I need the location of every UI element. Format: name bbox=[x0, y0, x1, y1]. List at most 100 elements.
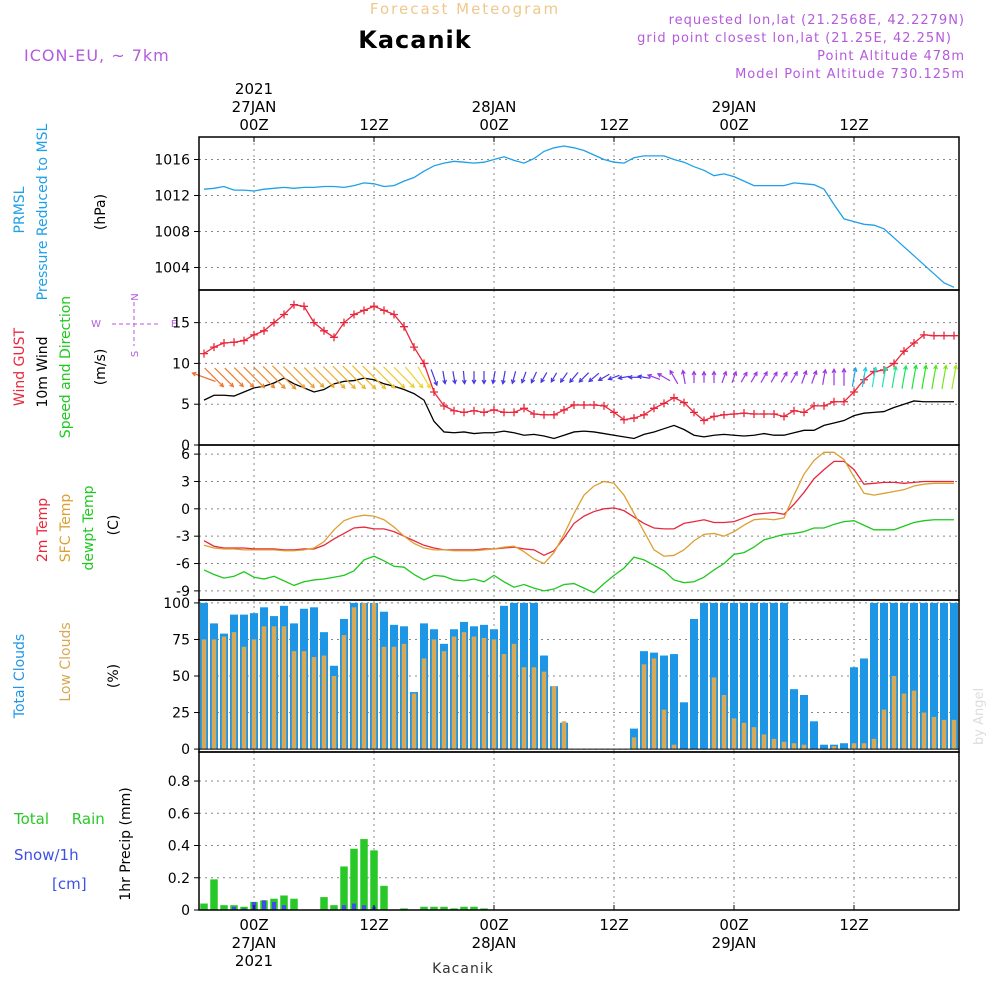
wind-arrow-head bbox=[953, 364, 958, 370]
wind-arrow-shaft bbox=[322, 366, 346, 389]
wind-direction-arrow bbox=[332, 365, 356, 390]
wind-arrow-head bbox=[852, 366, 858, 373]
wind-arrow-shaft bbox=[393, 366, 415, 388]
gust-marker bbox=[560, 405, 568, 414]
wind-direction-arrow bbox=[578, 372, 590, 383]
wind-arrow-shaft bbox=[598, 373, 610, 381]
low-clouds-bar bbox=[781, 741, 787, 750]
wind-direction-arrow bbox=[669, 369, 679, 385]
gust-marker bbox=[320, 326, 328, 335]
gust-marker bbox=[700, 416, 708, 425]
rain-bar bbox=[280, 895, 288, 910]
gust-marker bbox=[570, 401, 578, 410]
precipitation-panel: 0 0.2 0.4 0.6 0.8 bbox=[168, 751, 960, 919]
pressure-ylabel: (hPa) bbox=[93, 194, 109, 230]
wind-arrow-head bbox=[841, 367, 847, 373]
wind-arrow-head bbox=[418, 383, 424, 389]
precip-side-label-cm: [cm] bbox=[52, 875, 87, 893]
total-clouds-bar bbox=[810, 721, 818, 750]
total-clouds-bar bbox=[850, 667, 858, 750]
wind-direction-arrow bbox=[646, 373, 661, 381]
total-clouds-bar bbox=[880, 602, 888, 750]
precipitation-ytick-label: 0 bbox=[181, 903, 190, 919]
wind-direction-arrow bbox=[372, 366, 396, 389]
wind-direction-arrow bbox=[293, 366, 316, 389]
wind-ylabel: (m/s) bbox=[93, 349, 109, 386]
wind-arrow-shaft bbox=[560, 372, 568, 383]
temp-side-label-sfc: SFC Temp bbox=[58, 494, 74, 563]
wind-direction-arrow bbox=[530, 371, 538, 384]
gust-marker bbox=[200, 349, 208, 358]
wind-arrow-head bbox=[491, 379, 496, 385]
wind-arrow-shaft bbox=[417, 366, 431, 389]
wind-arrow-shaft bbox=[721, 371, 727, 384]
wind-arrow-head bbox=[933, 364, 938, 370]
wind-10m-wind-line bbox=[203, 377, 954, 440]
wind-arrow-shaft bbox=[790, 371, 798, 384]
wind-direction-arrow bbox=[740, 371, 748, 383]
wind-arrow-shaft bbox=[811, 370, 817, 384]
precipitation-ytick-label: 0.2 bbox=[168, 871, 190, 887]
wind-direction-arrow bbox=[481, 371, 487, 385]
wind-direction-arrow bbox=[253, 366, 276, 389]
low-clouds-bar bbox=[211, 639, 217, 750]
wind-direction-arrow bbox=[901, 364, 908, 389]
time-label-bottom: 29JAN bbox=[712, 934, 757, 952]
low-clouds-bar bbox=[471, 636, 477, 750]
model-label: ICON-EU, ~ 7km bbox=[24, 46, 170, 65]
wind-direction-arrow bbox=[931, 364, 938, 390]
low-clouds-bar bbox=[201, 639, 207, 750]
snow-bar bbox=[342, 905, 346, 910]
total-clouds-bar bbox=[930, 602, 938, 750]
temperature-ytick-label: 0 bbox=[181, 502, 190, 518]
pressure-ytick-label: 1004 bbox=[154, 261, 190, 277]
temperature-ytick-label: -6 bbox=[176, 557, 190, 573]
low-clouds-bar bbox=[361, 602, 367, 750]
wind-direction-arrow bbox=[711, 370, 717, 384]
wind-direction-arrow bbox=[780, 371, 788, 383]
wind-arrow-shaft bbox=[530, 371, 538, 383]
wind-arrow-head bbox=[822, 368, 828, 374]
wind-direction-arrow bbox=[731, 370, 738, 383]
wind-wind-gust-line bbox=[203, 303, 954, 422]
wind-arrow-shaft bbox=[618, 375, 630, 379]
low-clouds-bar bbox=[761, 734, 767, 750]
low-clouds-bar bbox=[391, 646, 397, 750]
wind-arrow-shaft bbox=[647, 374, 661, 381]
temperature-sfc-temp-line bbox=[203, 451, 954, 565]
gust-marker bbox=[210, 343, 218, 352]
gust-marker bbox=[780, 412, 788, 421]
wind-arrow-head bbox=[923, 364, 928, 370]
wind-arrow-head bbox=[743, 371, 748, 377]
total-clouds-bar bbox=[920, 602, 928, 750]
rain-bar bbox=[470, 906, 478, 910]
gust-marker bbox=[470, 406, 478, 415]
gust-marker bbox=[650, 404, 658, 413]
low-clouds-bar bbox=[381, 646, 387, 750]
wind-arrow-shaft bbox=[404, 366, 424, 388]
wind-ytick-label: 10 bbox=[172, 356, 190, 372]
wind-arrow-shaft bbox=[452, 371, 456, 384]
wind-arrow-shaft bbox=[383, 366, 405, 389]
wind-direction-arrow bbox=[417, 366, 431, 389]
time-label-top: 27JAN bbox=[232, 98, 277, 116]
wind-arrow-head bbox=[361, 384, 367, 390]
low-clouds-bar bbox=[321, 655, 327, 750]
wind-arrow-head bbox=[280, 384, 286, 390]
low-clouds-bar bbox=[451, 636, 457, 750]
low-clouds-bar bbox=[951, 719, 957, 750]
wind-arrow-shaft bbox=[282, 366, 306, 389]
low-clouds-bar bbox=[511, 643, 517, 750]
wind-arrow-head bbox=[773, 371, 778, 377]
wind-arrow-head bbox=[588, 377, 594, 383]
compass-north: N bbox=[130, 293, 141, 300]
wind-arrow-shaft bbox=[521, 371, 527, 383]
wind-compass: N W E S bbox=[91, 293, 177, 357]
wind-arrow-head bbox=[872, 366, 878, 372]
rain-bar bbox=[290, 898, 298, 910]
gust-marker bbox=[370, 302, 378, 311]
snow-bar bbox=[352, 903, 356, 910]
low-clouds-bar bbox=[541, 671, 547, 750]
wind-arrow-head bbox=[711, 370, 717, 376]
